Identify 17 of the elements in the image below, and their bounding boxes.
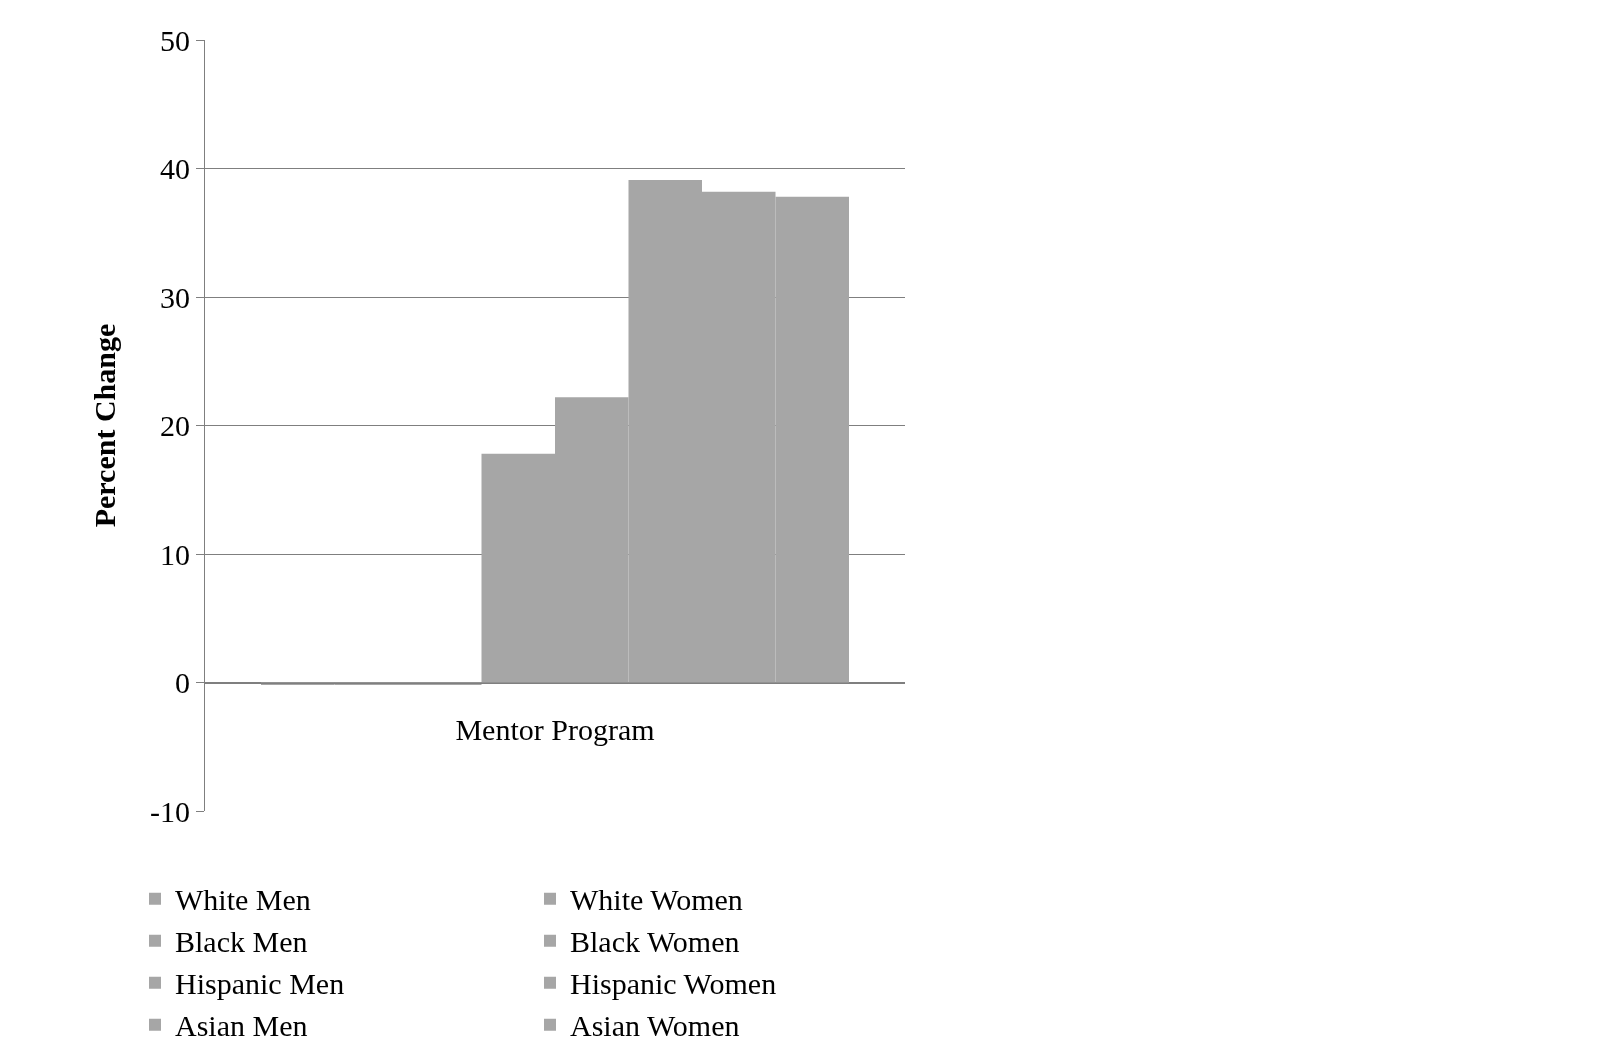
y-tick-label: 0 [175,666,190,699]
y-tick-label: -10 [150,794,190,828]
y-tick-label: 20 [160,409,190,442]
x-tick-label: Mentor Program [455,712,655,746]
legend-label: Hispanic Men [175,967,345,1001]
legend-label: Asian Men [175,1009,308,1043]
y-tick-label: 50 [160,23,190,57]
legend-label: White Women [570,883,743,917]
legend-label: Black Women [570,925,740,959]
y-tick-label: 30 [160,280,190,314]
legend-label: White Men [175,883,311,917]
y-axis-title: Percent Change [88,323,121,528]
legend-label: Black Men [175,925,308,959]
y-tick-label: 10 [160,537,190,571]
legend-label: Asian Women [570,1009,740,1043]
y-tick-label: 40 [160,152,190,185]
legend-label: Hispanic Women [570,967,777,1001]
